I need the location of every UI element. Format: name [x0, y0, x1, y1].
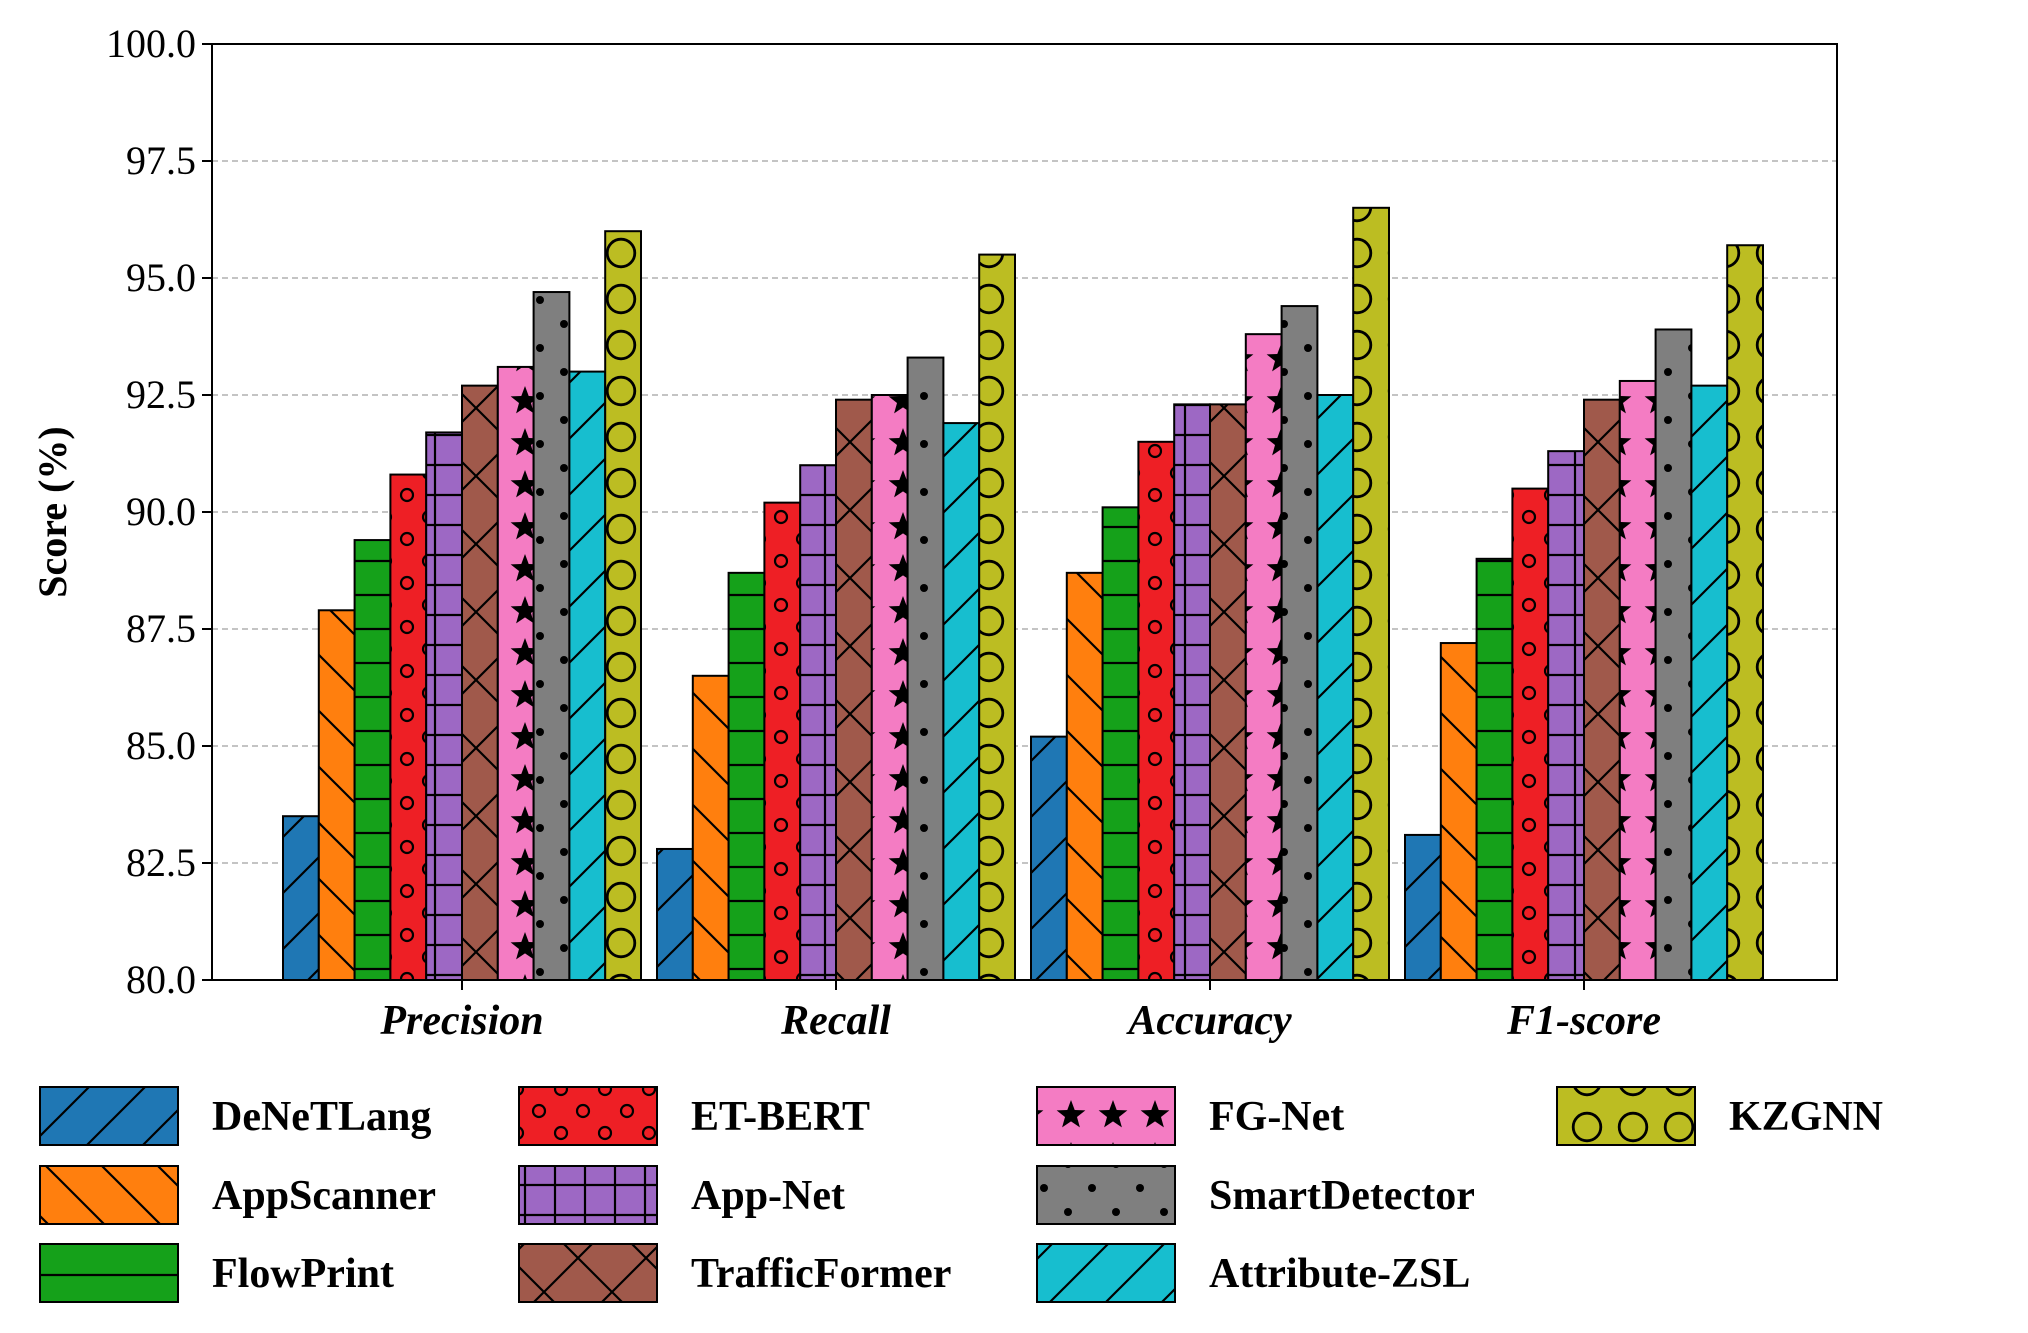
y-tick-label-97-5: 97.5 [126, 138, 196, 183]
legend-label-smartdetector: SmartDetector [1209, 1173, 1475, 1219]
bar-trafficformer-precision [461, 384, 499, 981]
x-tick-label-f1-score: F1-score [1506, 998, 1661, 1044]
bar-smartdetector-precision [532, 291, 571, 982]
bar-denetlang-accuracy [1030, 735, 1068, 982]
bar-fg-net-f1-score [1618, 379, 1657, 981]
legend: DeNeTLang AppScanner FlowPrint ET-BERT App-N… [39, 1086, 1883, 1303]
bar-trafficformer-f1-score [1583, 398, 1621, 981]
legend-label-app-net: App-Net [691, 1173, 845, 1219]
legend-label-et-bert: ET-BERT [691, 1094, 870, 1140]
legend-item-flowprint: FlowPrint [39, 1243, 394, 1303]
bar-trafficformer-recall [835, 398, 873, 981]
bar-et-bert-recall [763, 501, 802, 981]
bar-flowprint-precision [353, 539, 392, 982]
bar-app-net-f1-score [1547, 450, 1585, 982]
bar-smartdetector-f1-score [1654, 328, 1693, 982]
legend-swatch-kzgnn [1556, 1086, 1696, 1146]
x-tick-label-precision: Precision [379, 998, 543, 1044]
bar-et-bert-precision [389, 473, 428, 981]
x-tick-label-accuracy: Accuracy [1125, 998, 1292, 1044]
bar-et-bert-f1-score [1511, 487, 1550, 981]
bar-denetlang-f1-score [1404, 833, 1442, 981]
y-tick-label-90-0: 90.0 [126, 489, 196, 534]
bar-denetlang-recall [656, 847, 694, 982]
bar-attribute-zsl-recall [942, 422, 981, 981]
bar-attribute-zsl-f1-score [1690, 384, 1729, 981]
x-axis-categories: Precision Recall Accuracy F1-score [379, 980, 1661, 1044]
y-tick-label-95-0: 95.0 [126, 255, 196, 300]
bar-appscanner-accuracy [1065, 571, 1104, 982]
y-axis-title: Score (%) [30, 426, 75, 597]
legend-swatch-denetlang [39, 1086, 179, 1146]
legend-item-denetlang: DeNeTLang [39, 1086, 431, 1146]
bar-fg-net-recall [870, 394, 909, 981]
legend-item-trafficformer: TrafficFormer [518, 1243, 951, 1303]
y-tick-label-92-5: 92.5 [126, 372, 196, 417]
legend-swatch-flowprint [39, 1243, 179, 1303]
y-tick-label-87-5: 87.5 [126, 606, 196, 651]
legend-item-et-bert: ET-BERT [518, 1086, 870, 1146]
legend-label-denetlang: DeNeTLang [212, 1094, 431, 1140]
legend-swatch-app-net [518, 1165, 658, 1225]
legend-swatch-fg-net [1036, 1086, 1176, 1146]
bar-flowprint-recall [727, 571, 766, 982]
legend-item-attribute-zsl: Attribute-ZSL [1036, 1243, 1470, 1303]
legend-item-fg-net: FG-Net [1036, 1086, 1344, 1146]
bar-smartdetector-recall [906, 356, 945, 981]
bar-et-bert-accuracy [1137, 440, 1176, 981]
bar-appscanner-precision [317, 609, 356, 982]
bar-app-net-precision [425, 431, 464, 981]
bar-attribute-zsl-accuracy [1316, 394, 1355, 981]
legend-swatch-et-bert [518, 1086, 658, 1146]
bar-kzgnn-recall [978, 253, 1017, 982]
legend-swatch-appscanner [39, 1165, 179, 1225]
legend-label-trafficformer: TrafficFormer [691, 1251, 951, 1297]
legend-label-attribute-zsl: Attribute-ZSL [1209, 1251, 1470, 1297]
legend-swatch-trafficformer [518, 1243, 658, 1303]
bar-flowprint-accuracy [1101, 506, 1140, 981]
bar-appscanner-recall [691, 674, 730, 981]
bar-kzgnn-precision [604, 230, 643, 981]
bar-attribute-zsl-precision [568, 370, 607, 982]
bar-flowprint-f1-score [1475, 557, 1514, 981]
bar-fg-net-precision [496, 365, 535, 982]
legend-label-fg-net: FG-Net [1209, 1094, 1344, 1140]
bar-kzgnn-f1-score [1726, 244, 1764, 982]
legend-label-kzgnn: KZGNN [1729, 1094, 1883, 1140]
x-tick-label-recall: Recall [780, 998, 891, 1044]
y-axis-ticks: 80.0 82.5 85.0 87.5 90.0 92.5 95.0 97.5 100.0 [106, 21, 212, 1002]
legend-label-appscanner: AppScanner [212, 1173, 436, 1219]
bars [282, 206, 1764, 982]
legend-label-flowprint: FlowPrint [212, 1251, 394, 1297]
y-tick-label-100-0: 100.0 [106, 21, 196, 66]
y-tick-label-85-0: 85.0 [126, 723, 196, 768]
bar-fg-net-accuracy [1244, 333, 1283, 982]
bar-smartdetector-accuracy [1280, 305, 1319, 981]
bar-denetlang-precision [282, 815, 320, 982]
bar-app-net-recall [799, 464, 838, 981]
legend-item-kzgnn: KZGNN [1556, 1086, 1883, 1146]
legend-swatch-smartdetector [1036, 1165, 1176, 1225]
bar-kzgnn-accuracy [1352, 206, 1390, 982]
bar-trafficformer-accuracy [1209, 403, 1247, 981]
y-tick-label-82-5: 82.5 [126, 840, 196, 885]
legend-item-appscanner: AppScanner [39, 1165, 436, 1225]
bar-app-net-accuracy [1173, 403, 1211, 981]
y-tick-label-80-0: 80.0 [126, 957, 196, 1002]
legend-item-smartdetector: SmartDetector [1036, 1165, 1475, 1225]
bar-appscanner-f1-score [1439, 642, 1478, 981]
legend-item-app-net: App-Net [518, 1165, 845, 1225]
legend-swatch-attribute-zsl [1036, 1243, 1176, 1303]
